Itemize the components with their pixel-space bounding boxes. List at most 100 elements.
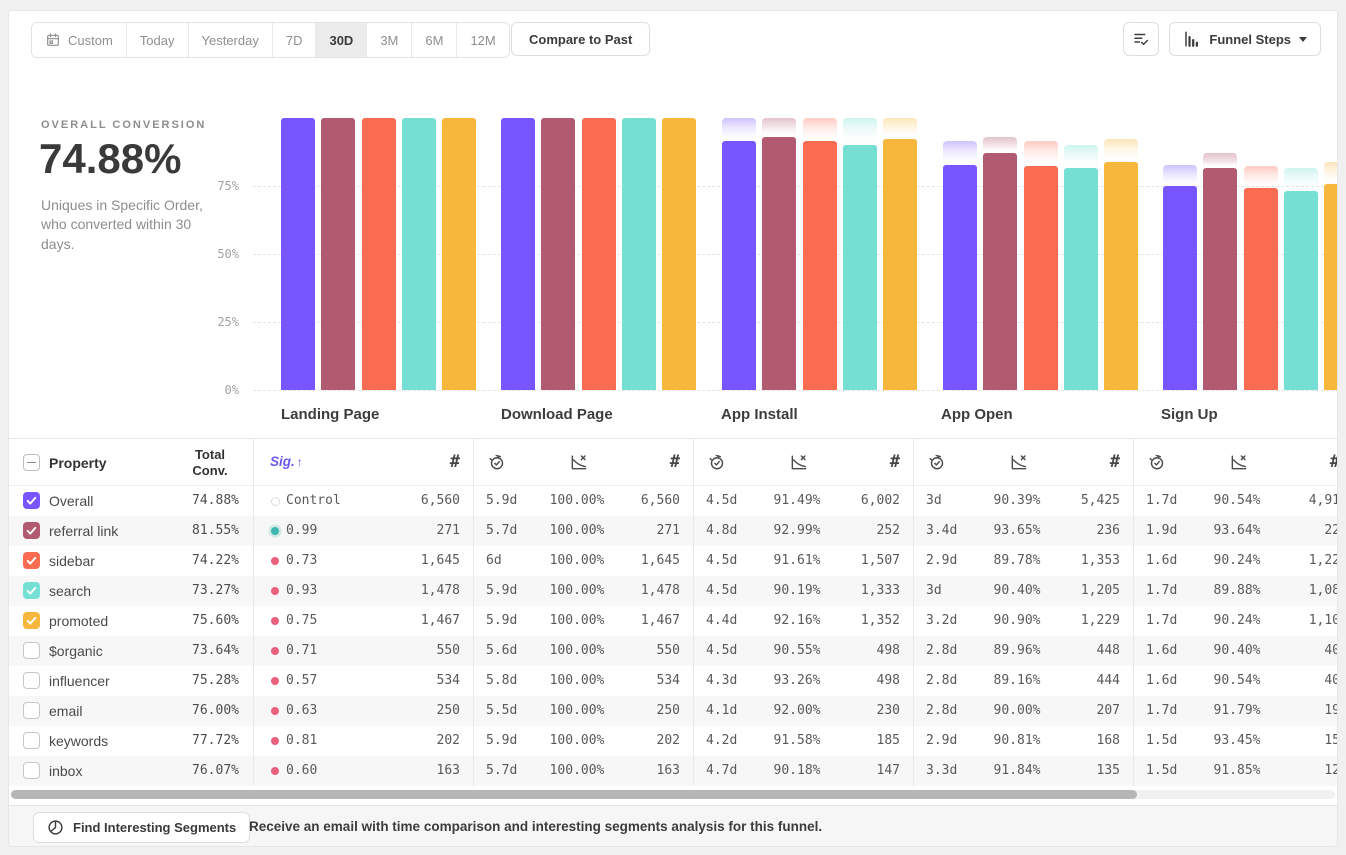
dropoff-cap: [1023, 140, 1058, 167]
funnel-bar[interactable]: [621, 118, 656, 390]
funnel-bar[interactable]: [1104, 162, 1139, 390]
table-row[interactable]: $organic 73.64% 0.71 550 5.6d 100.00% 550 4.5d 9…: [9, 636, 1337, 666]
funnel-bar[interactable]: [1243, 188, 1278, 390]
property-column-header[interactable]: Property: [49, 455, 107, 471]
significance-dot: [271, 767, 279, 775]
compare-to-past-button[interactable]: Compare to Past: [511, 22, 651, 56]
funnel-bar[interactable]: [281, 118, 315, 390]
table-row[interactable]: keywords 77.72% 0.81 202 5.9d 100.00% 202 4.2d 9…: [9, 726, 1337, 756]
time-to-convert-value: 5.5d: [486, 703, 518, 718]
step-count: 230: [876, 703, 900, 718]
time-to-convert-value: 2.9d: [926, 733, 958, 748]
total-conversion-column-header[interactable]: Total Conv.: [192, 447, 228, 479]
time-to-convert-column-icon[interactable]: [927, 452, 947, 472]
funnel-bar[interactable]: [442, 118, 477, 390]
time-to-convert-column-icon[interactable]: [487, 452, 507, 472]
date-range-30d[interactable]: 30D: [315, 23, 367, 57]
row-checkbox[interactable]: [23, 582, 40, 599]
time-to-convert-value: 4.5d: [706, 553, 738, 568]
time-to-convert-column-icon[interactable]: [707, 452, 727, 472]
row-checkbox[interactable]: [23, 672, 40, 689]
conversion-rate-column-icon[interactable]: [1229, 452, 1249, 472]
date-range-7d[interactable]: 7D: [271, 23, 316, 57]
funnel-bar[interactable]: [1063, 168, 1098, 390]
count-column-header[interactable]: #: [1109, 452, 1120, 472]
applied-filters-button[interactable]: [1123, 22, 1159, 56]
conversion-rate-value: 90.24%: [1213, 613, 1261, 628]
funnel-bar[interactable]: [662, 118, 697, 390]
table-row[interactable]: search 73.27% 0.93 1,478 5.9d 100.00% 1,478 4.5…: [9, 576, 1337, 606]
funnel-bar[interactable]: [1283, 190, 1318, 390]
date-range-yesterday[interactable]: Yesterday: [187, 23, 272, 57]
funnel-bar[interactable]: [883, 139, 918, 390]
conversion-rate-value: 90.40%: [1213, 643, 1261, 658]
count-column-header[interactable]: #: [669, 452, 680, 472]
row-checkbox[interactable]: [23, 702, 40, 719]
time-to-convert-value: 6d: [486, 553, 502, 568]
funnel-bar[interactable]: [581, 118, 616, 390]
funnel-bar[interactable]: [762, 137, 797, 390]
row-checkbox[interactable]: [23, 492, 40, 509]
table-row[interactable]: promoted 75.60% 0.75 1,467 5.9d 100.00% 1,467 4…: [9, 606, 1337, 636]
funnel-bar[interactable]: [1163, 186, 1197, 390]
time-to-convert-value: 4.5d: [706, 643, 738, 658]
date-range-3m[interactable]: 3M: [366, 23, 412, 57]
date-range-custom[interactable]: Custom: [32, 23, 126, 57]
step-count: 1,467: [640, 613, 680, 628]
funnel-step-label: App Install: [721, 406, 798, 423]
funnel-bar[interactable]: [401, 118, 436, 390]
funnel-bar[interactable]: [802, 140, 837, 390]
column-divider: [473, 438, 474, 786]
step-count: 550: [656, 643, 680, 658]
dropoff-cap: [983, 137, 1018, 154]
funnel-bar[interactable]: [842, 144, 877, 390]
count-column-header[interactable]: #: [889, 452, 900, 472]
funnel-bar[interactable]: [321, 118, 356, 390]
funnel-bar[interactable]: [943, 165, 977, 390]
funnel-bar[interactable]: [501, 118, 535, 390]
step-count: 19: [1324, 703, 1337, 718]
conversion-rate-column-icon[interactable]: [569, 452, 589, 472]
funnel-bar[interactable]: [1324, 184, 1337, 390]
table-row[interactable]: referral link 81.55% 0.99 271 5.7d 100.00% 271…: [9, 516, 1337, 546]
row-checkbox[interactable]: [23, 732, 40, 749]
table-row[interactable]: email 76.00% 0.63 250 5.5d 100.00% 250 4.1d 92.0…: [9, 696, 1337, 726]
count-column-header[interactable]: #: [449, 452, 460, 472]
scrollbar-thumb[interactable]: [11, 790, 1137, 799]
table-row[interactable]: Overall 74.88% Control 6,560 5.9d 100.00% 6,56…: [9, 486, 1337, 516]
date-range-6m[interactable]: 6M: [411, 23, 457, 57]
conversion-rate-column-icon[interactable]: [1009, 452, 1029, 472]
row-checkbox[interactable]: [23, 552, 40, 569]
row-checkbox[interactable]: [23, 522, 40, 539]
conversion-rate-value: 100.00%: [549, 703, 605, 718]
time-to-convert-value: 1.7d: [1146, 493, 1178, 508]
row-checkbox[interactable]: [23, 762, 40, 779]
conversion-rate-value: 100.00%: [549, 553, 605, 568]
row-checkbox[interactable]: [23, 612, 40, 629]
date-range-12m[interactable]: 12M: [456, 23, 509, 57]
funnel-bar[interactable]: [722, 141, 756, 390]
significance-column-header[interactable]: Sig. ↑: [270, 439, 303, 485]
select-all-checkbox[interactable]: [23, 454, 40, 471]
funnel-bar[interactable]: [361, 118, 396, 390]
funnel-bar[interactable]: [983, 153, 1018, 390]
find-interesting-segments-button[interactable]: Find Interesting Segments: [33, 812, 251, 843]
conversion-rate-value: 89.88%: [1213, 583, 1261, 598]
date-range-today[interactable]: Today: [125, 23, 188, 57]
count-column-header[interactable]: #: [1260, 439, 1337, 485]
column-divider: [913, 438, 914, 786]
conversion-rate-column-icon[interactable]: [789, 452, 809, 472]
funnel-bar[interactable]: [1203, 168, 1238, 390]
significance-dot: [271, 647, 279, 655]
table-row[interactable]: inbox 76.07% 0.60 163 5.7d 100.00% 163 4.7d 90.1…: [9, 756, 1337, 786]
funnel-bar[interactable]: [541, 118, 576, 390]
time-to-convert-value: 1.7d: [1146, 613, 1178, 628]
time-to-convert-column-icon[interactable]: [1147, 452, 1167, 472]
row-checkbox[interactable]: [23, 642, 40, 659]
view-selector-button[interactable]: Funnel Steps: [1169, 22, 1321, 56]
time-to-convert-value: 5.8d: [486, 673, 518, 688]
funnel-bar[interactable]: [1023, 166, 1058, 390]
horizontal-scrollbar[interactable]: [9, 790, 1337, 799]
table-row[interactable]: sidebar 74.22% 0.73 1,645 6d 100.00% 1,645 4.5d…: [9, 546, 1337, 576]
table-row[interactable]: influencer 75.28% 0.57 534 5.8d 100.00% 534 4.3…: [9, 666, 1337, 696]
